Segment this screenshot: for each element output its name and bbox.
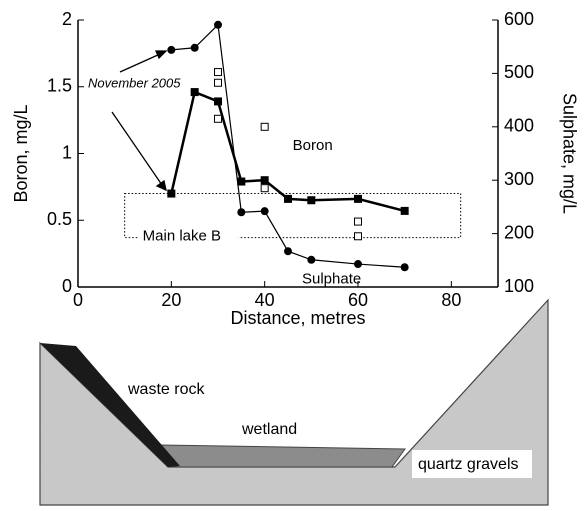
series-label: Boron	[293, 137, 333, 154]
diagram-label: wetland	[241, 421, 297, 438]
point	[260, 207, 269, 216]
point	[260, 176, 269, 185]
point	[354, 260, 362, 269]
region-label: Main lake B	[143, 228, 221, 245]
y-tick-label: 1	[62, 142, 72, 162]
x-tick-label: 0	[73, 290, 83, 310]
y2-tick-label: 400	[504, 116, 534, 136]
point	[167, 189, 176, 198]
y2-tick-label: 300	[504, 169, 534, 189]
series-label: Sulphate	[302, 271, 361, 288]
point	[214, 114, 222, 123]
point	[284, 194, 292, 203]
point	[354, 232, 362, 241]
point	[190, 88, 199, 97]
point	[214, 78, 222, 87]
diagram-label: quartz gravels	[418, 456, 519, 473]
point	[214, 20, 222, 29]
plot: 0 20 40 60 80 0 0.5 1 1.5 2 100 200 300 400 500 600 Dist…	[11, 9, 580, 328]
annotation: November 2005	[88, 75, 181, 90]
point	[354, 217, 362, 226]
cross-section: waste rock wetland quartz gravels	[39, 298, 549, 506]
diagram-label: waste rock	[127, 381, 205, 398]
point	[400, 206, 409, 215]
arrow	[119, 53, 161, 73]
y2-tick-label: 200	[504, 222, 534, 242]
point	[354, 194, 362, 203]
point	[237, 208, 246, 217]
x-axis-label: Distance, metres	[230, 308, 365, 328]
point	[190, 43, 199, 52]
point	[260, 122, 269, 131]
y-axis-label: Boron, mg/L	[11, 104, 31, 202]
point	[260, 184, 269, 193]
x-tick-label: 20	[161, 290, 181, 310]
y-tick-label: 0.5	[47, 209, 72, 229]
y2-tick-label: 500	[504, 62, 534, 82]
arrow	[111, 111, 163, 186]
point	[400, 263, 409, 272]
annotation-arrows	[111, 50, 168, 192]
region	[124, 193, 462, 239]
y-tick-label: 1.5	[47, 76, 72, 96]
waste-rock	[40, 343, 180, 467]
point	[307, 255, 316, 264]
region-label-bg	[138, 227, 239, 246]
arrow-head	[155, 179, 167, 192]
y2-tick-label: 600	[504, 9, 534, 29]
x-tick-label: 60	[348, 290, 368, 310]
point	[307, 196, 316, 205]
y-tick-label: 2	[62, 9, 72, 29]
y-tick-label: 0	[62, 276, 72, 296]
y2-tick-label: 100	[504, 276, 534, 296]
label-box	[412, 450, 532, 478]
point	[284, 247, 292, 256]
y2-axis-label: Sulphate, mg/L	[559, 93, 579, 214]
x-tick-label: 40	[255, 290, 275, 310]
x-tick-label: 80	[441, 290, 461, 310]
point	[167, 45, 176, 54]
point	[237, 177, 246, 186]
point	[214, 97, 222, 106]
arrow-head	[155, 50, 168, 60]
point	[214, 68, 222, 77]
wetland-water	[159, 444, 406, 468]
